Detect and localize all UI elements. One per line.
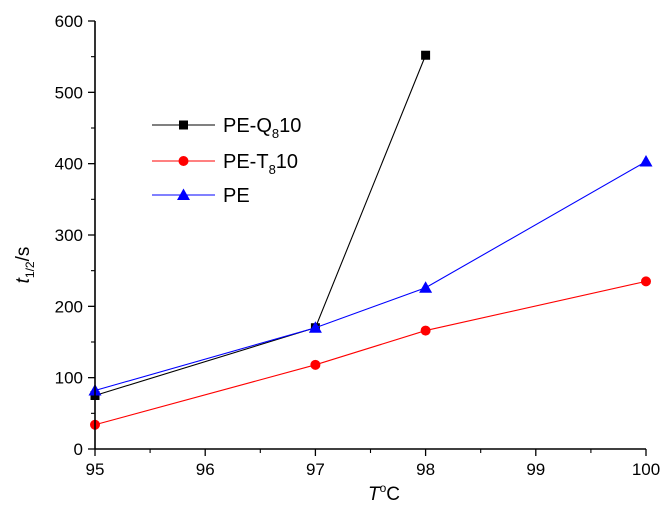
data-point	[310, 359, 321, 370]
data-point	[639, 155, 653, 167]
data-point	[419, 281, 433, 293]
y-tick-label: 500	[55, 83, 83, 102]
x-tick-label: 96	[196, 460, 215, 479]
legend-label-main: PE	[223, 185, 250, 207]
y-axis-title-tail: /s	[13, 247, 34, 262]
series-line	[94, 161, 647, 392]
legend-label-main: PE-T	[223, 151, 269, 173]
series-line	[94, 280, 647, 426]
series-2	[88, 155, 653, 396]
x-axis-title-sup: o	[380, 481, 387, 495]
legend-label: PE-Q810	[223, 115, 301, 141]
legend-label-tail: 10	[276, 151, 298, 173]
y-axis-title-main: t	[13, 277, 34, 283]
x-axis-title: ToC	[368, 481, 400, 505]
legend-item-2: PE	[152, 185, 250, 207]
data-point	[421, 50, 431, 60]
plot-area	[88, 50, 653, 430]
y-tick-label: 200	[55, 297, 83, 316]
data-point	[308, 321, 322, 333]
legend-label: PE	[223, 185, 250, 207]
data-point	[641, 276, 651, 287]
series-1	[90, 276, 651, 430]
y-tick-label: 600	[55, 12, 83, 31]
legend-item-1: PE-T810	[152, 151, 298, 177]
y-tick-label: 400	[55, 155, 83, 174]
data-point	[420, 325, 431, 336]
series-line	[94, 55, 427, 397]
legend-marker	[178, 156, 189, 166]
x-tick-label: 98	[416, 460, 435, 479]
x-tick-label: 97	[306, 460, 325, 479]
y-tick-label: 300	[55, 226, 83, 245]
x-tick-label: 95	[86, 460, 105, 479]
y-tick-label: 0	[74, 440, 83, 459]
axes: 95 96 97 98 99 100 0 100 200 300 400 500 600	[55, 12, 661, 479]
y-axis-title: t1/2/s	[13, 247, 37, 284]
legend-label-sub: 8	[272, 126, 279, 141]
series-0	[90, 50, 431, 400]
x-axis-title-main: T	[368, 484, 381, 505]
y-axis-title-sub: 1/2	[23, 261, 37, 278]
legend-marker	[179, 120, 188, 130]
y-tick-label: 100	[55, 369, 83, 388]
legend-label-main: PE-Q	[223, 115, 272, 137]
x-tick-label: 100	[632, 460, 660, 479]
legend-label-tail: 10	[279, 115, 301, 137]
x-tick-label: 99	[526, 460, 545, 479]
legend-label-sub: 8	[269, 162, 276, 177]
legend-label: PE-T810	[223, 151, 298, 177]
legend-marker	[177, 188, 190, 200]
legend-item-0: PE-Q810	[152, 115, 301, 141]
x-axis-title-tail: C	[386, 484, 400, 505]
